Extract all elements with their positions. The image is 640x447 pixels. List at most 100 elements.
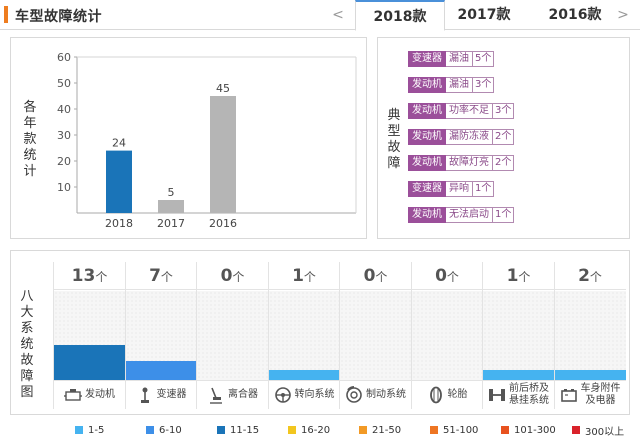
system-name-line: 车身附件 — [580, 383, 621, 394]
system-name: 离合器 — [197, 380, 268, 409]
fault-desc: 漏防冻液 — [446, 129, 493, 145]
system-name-label: 前后桥及 悬挂系统 — [509, 383, 549, 407]
system-name: 发动机 — [54, 380, 125, 409]
system-level-area — [340, 291, 411, 380]
legend-swatch — [146, 426, 154, 434]
system-count-unit: 个 — [518, 270, 531, 284]
yearly-axis-label-char: 统 — [23, 148, 37, 163]
y-tick-label: 40 — [57, 103, 71, 116]
clutch-pedal-icon — [207, 386, 228, 404]
tab-next-button[interactable]: > — [617, 7, 629, 23]
bar-value-label-2018: 24 — [112, 137, 126, 150]
system-level-fill — [268, 370, 340, 380]
system-count-unit: 个 — [232, 270, 245, 284]
systems-axis-label: 八大系统故障图 — [20, 289, 34, 401]
system-column[interactable]: 2个车身附件 及电器 — [553, 262, 626, 409]
tab-2017[interactable]: 2017款 — [457, 7, 511, 23]
system-level-area — [125, 291, 197, 380]
fault-tag[interactable]: 发动机 功率不足 3个 — [408, 103, 515, 119]
engine-icon — [64, 386, 85, 404]
legend-item: 1-5 — [75, 421, 104, 439]
system-column[interactable]: 0个离合器 — [196, 262, 268, 409]
legend-label: 51-100 — [443, 424, 479, 436]
fault-tag[interactable]: 发动机 漏油 3个 — [408, 77, 495, 93]
systems-axis-label-char: 图 — [20, 385, 34, 400]
fault-count: 1个 — [493, 207, 515, 223]
system-column[interactable]: 1个 转向系统 — [267, 262, 340, 409]
fault-tag[interactable]: 变速器 异响 1个 — [408, 181, 495, 197]
y-tick-label: 20 — [57, 155, 71, 168]
system-name: 车身附件 及电器 — [554, 380, 626, 409]
x-tick-label-2017: 2017 — [157, 217, 185, 230]
system-name: 制动系统 — [340, 380, 411, 409]
fault-part: 变速器 — [408, 181, 446, 197]
legend-label: 16-20 — [301, 424, 331, 436]
system-column[interactable]: 13个发动机 — [53, 262, 125, 409]
system-count-unit: 个 — [95, 270, 108, 284]
fault-desc: 故障灯亮 — [446, 155, 493, 171]
system-name-label: 转向系统 — [294, 389, 335, 400]
systems-panel: 八大系统故障图 13个 发动机 7个 变速器 0个 离合器 1个 转向系统 0个 制动系统 0个 轮胎… — [10, 250, 630, 415]
car-battery-icon — [560, 386, 581, 404]
system-name: 轮胎 — [411, 380, 483, 409]
fault-tag[interactable]: 发动机 漏防冻液 2个 — [408, 129, 515, 145]
system-level-area — [197, 291, 268, 380]
system-level-area — [483, 291, 554, 380]
legend-label: 101-300 — [514, 424, 556, 436]
x-tick-label-2018: 2018 — [105, 217, 133, 230]
tab-prev-button[interactable]: < — [332, 7, 344, 23]
system-count-value: 2 — [578, 266, 590, 286]
system-count-value: 1 — [292, 266, 304, 286]
system-column[interactable]: 1个前后桥及 悬挂系统 — [482, 262, 554, 409]
system-count-value: 13 — [71, 266, 96, 286]
yearly-axis-label-char: 计 — [23, 164, 37, 179]
system-level-area — [554, 291, 626, 380]
system-count-unit: 个 — [160, 270, 173, 284]
system-level-area — [268, 291, 340, 380]
fault-part: 发动机 — [408, 207, 446, 223]
system-column[interactable]: 0个制动系统 — [339, 262, 411, 409]
system-level-area — [54, 291, 125, 380]
tab-2016[interactable]: 2016款 — [548, 7, 602, 23]
fault-tag[interactable]: 发动机 无法启动 1个 — [408, 207, 515, 223]
legend-label: 1-5 — [88, 424, 105, 436]
system-level-fill — [483, 370, 554, 380]
bar-value-label-2017: 5 — [168, 186, 175, 199]
system-count: 0个 — [340, 262, 411, 290]
y-tick-label: 60 — [57, 51, 71, 64]
legend-swatch — [288, 426, 296, 434]
legend-swatch — [501, 426, 509, 434]
fault-desc: 漏油 — [446, 77, 473, 93]
system-count: 13个 — [54, 262, 125, 290]
legend-swatch — [359, 426, 367, 434]
legend-item: 16-20 — [288, 421, 330, 439]
system-name-label: 变速器 — [156, 389, 187, 400]
legend-item: 21-50 — [359, 421, 401, 439]
system-count: 0个 — [197, 262, 268, 290]
fault-tag[interactable]: 发动机 故障灯亮 2个 — [408, 155, 515, 171]
fault-count: 3个 — [473, 77, 495, 93]
tab-2018[interactable]: 2018款 — [355, 0, 445, 31]
system-count-unit: 个 — [589, 270, 602, 284]
page-title: 车型故障统计 — [15, 9, 102, 25]
fault-tag[interactable]: 变速器 漏油 5个 — [408, 51, 495, 67]
system-name-line: 悬挂系统 — [509, 395, 549, 406]
legend-label: 6-10 — [159, 424, 182, 436]
system-name: 转向系统 — [268, 380, 340, 409]
yearly-stats-panel: 各年款统计 60 50 40 30 20 10 24 2018 5 2017 45 2016 — [10, 37, 367, 239]
steering-wheel-icon — [274, 386, 295, 404]
system-count-unit: 个 — [375, 270, 388, 284]
system-column[interactable]: 0个 轮胎 — [410, 262, 483, 409]
system-count-value: 7 — [149, 266, 161, 286]
system-count-unit: 个 — [446, 270, 459, 284]
brake-disc-icon — [345, 386, 366, 404]
system-level-fill — [54, 345, 125, 380]
system-count: 1个 — [483, 262, 554, 290]
yearly-bar-chart: 60 50 40 30 20 10 24 2018 5 2017 45 2016 — [57, 51, 357, 230]
system-column[interactable]: 7个变速器 — [124, 262, 197, 409]
fault-count: 2个 — [493, 155, 515, 171]
fault-part: 变速器 — [408, 51, 446, 67]
systems-axis-label-char: 障 — [20, 369, 34, 384]
fault-desc: 功率不足 — [446, 103, 493, 119]
legend-item: 51-100 — [430, 421, 478, 439]
